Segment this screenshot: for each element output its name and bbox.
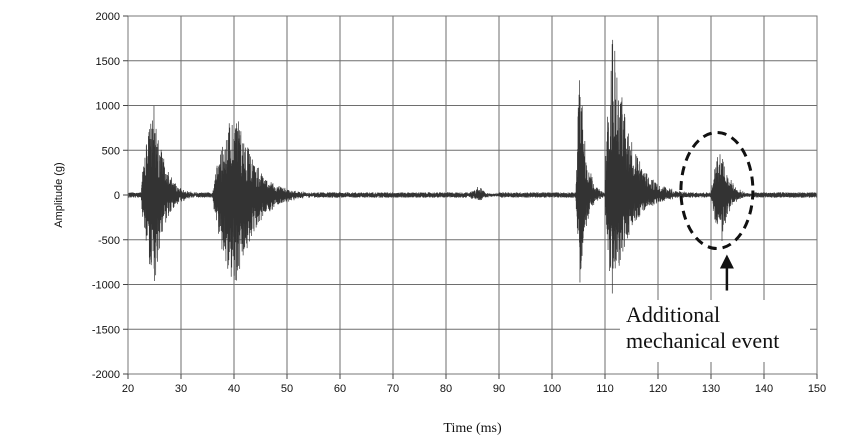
x-tick-label: 20 bbox=[122, 383, 134, 395]
x-tick-label: 30 bbox=[175, 383, 187, 395]
annotation-text-background bbox=[620, 300, 810, 362]
x-axis-title: Time (ms) bbox=[443, 421, 502, 436]
annotation-text-line: mechanical event bbox=[626, 328, 779, 353]
x-tick-label: 70 bbox=[387, 383, 399, 395]
y-tick-label: -1500 bbox=[92, 324, 120, 336]
x-tick-label: 140 bbox=[755, 383, 773, 395]
annotation-text-line: Additional bbox=[626, 302, 720, 327]
axis-ticks: -2000 -1500 -1000 -500 0 500 1000 1500 2000 20 30 4… bbox=[92, 11, 826, 395]
x-tick-label: 80 bbox=[440, 383, 452, 395]
y-tick-label: -2000 bbox=[92, 369, 120, 381]
annotation-arrow-head bbox=[719, 254, 734, 269]
x-tick-label: 100 bbox=[543, 383, 561, 395]
y-tick-label: 1000 bbox=[96, 101, 120, 113]
x-tick-label: 150 bbox=[808, 383, 826, 395]
x-tick-label: 110 bbox=[596, 383, 614, 395]
x-tick-label: 130 bbox=[702, 383, 720, 395]
y-axis-title: Amplitude (g) bbox=[53, 162, 65, 227]
x-tick-label: 40 bbox=[228, 383, 240, 395]
x-tick-label: 90 bbox=[493, 383, 505, 395]
y-tick-label: 0 bbox=[114, 190, 120, 202]
y-tick-label: 500 bbox=[102, 145, 120, 157]
y-tick-label: -500 bbox=[98, 235, 120, 247]
y-tick-label: -1000 bbox=[92, 280, 120, 292]
x-tick-label: 120 bbox=[649, 383, 667, 395]
x-tick-label: 50 bbox=[281, 383, 293, 395]
y-tick-label: 1500 bbox=[96, 56, 120, 68]
signal-line bbox=[128, 39, 817, 294]
signal-trace bbox=[128, 39, 817, 294]
y-tick-label: 2000 bbox=[96, 11, 120, 23]
x-tick-label: 60 bbox=[334, 383, 346, 395]
annotation-ellipse bbox=[679, 131, 755, 251]
